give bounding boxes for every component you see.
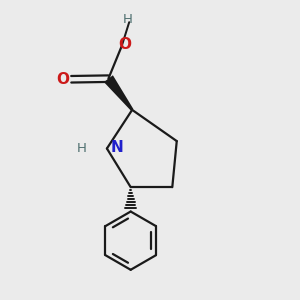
Text: O: O [56,72,69,87]
Text: H: H [123,13,133,26]
Text: H: H [77,142,87,155]
Text: N: N [111,140,124,154]
Text: O: O [118,37,131,52]
Polygon shape [104,75,133,111]
